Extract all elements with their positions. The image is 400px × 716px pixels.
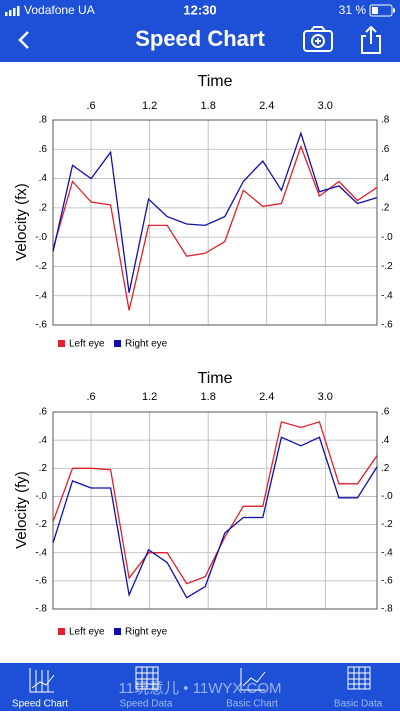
y-tick-label-right: -.4 [381,547,393,558]
legend-swatch [58,340,65,347]
y-tick-label: -.2 [35,519,47,530]
legend-swatch [114,628,121,635]
x-tick-label: 1.8 [201,391,216,403]
tab-label[interactable]: Basic Data [334,699,383,710]
tab-icon-speed-data[interactable] [135,666,159,690]
legend-label: Left eye [69,339,105,350]
x-tick-label: .6 [86,391,95,403]
plot-frame [52,119,378,326]
y-tick-label: .2 [39,463,48,474]
x-tick-label: 1.8 [201,100,216,112]
tab-icon-speed-chart[interactable] [29,668,55,693]
x-tick-label: .6 [86,100,95,112]
x-tick-label: 2.4 [259,100,274,112]
legend-swatch [114,340,121,347]
nav-title: Speed Chart [135,26,265,51]
y-tick-label: -.6 [35,320,47,331]
carrier: Vodafone UA [24,3,95,17]
y-tick-label: -.4 [35,547,47,558]
series-line [52,421,378,585]
y-tick-label: -.0 [35,232,47,243]
legend-swatch [58,628,65,635]
y-tick-label: .8 [39,115,48,126]
legend-label: Right eye [125,627,168,638]
y-tick-label-right: -.4 [381,290,393,301]
y-tick-label-right: .4 [381,173,390,184]
y-tick-label-right: -.8 [381,604,393,615]
y-tick-label-right: -.2 [381,519,393,530]
back-button[interactable] [18,31,29,49]
watermark: 11玩意儿 • 11WYX.COM [118,679,281,697]
x-tick-label: 1.2 [142,100,157,112]
tab-label[interactable]: Basic Chart [226,699,278,710]
y-tick-label: -.8 [35,604,47,615]
x-tick-label: 1.2 [142,391,157,403]
series-line [52,131,378,293]
y-tick-label: -.0 [35,491,47,502]
x-tick-label: 2.4 [259,391,274,403]
clock: 12:30 [183,2,216,17]
legend-label: Right eye [125,339,168,350]
y-axis-label: Velocity (fx) [13,183,30,261]
series-line [52,144,378,311]
signal-icon [5,6,20,16]
y-tick-label: .6 [39,144,48,155]
camera-button[interactable] [303,26,333,52]
y-tick-label-right: .8 [381,115,390,126]
tab-label[interactable]: Speed Chart [12,699,68,710]
series-line [52,436,378,599]
y-tick-label-right: .6 [381,144,390,155]
y-tick-label-right: -.0 [381,491,393,502]
y-tick-label: .4 [39,173,48,184]
y-axis-label: Velocity (fy) [13,471,30,549]
y-tick-label: .2 [39,202,48,213]
y-tick-label-right: -.0 [381,232,393,243]
tab-bar [0,663,400,711]
y-tick-label: -.4 [35,290,47,301]
tab-label[interactable]: Speed Data [120,699,173,710]
y-tick-label-right: .2 [381,202,390,213]
tab-icon-basic-chart[interactable] [240,668,266,691]
chart-title: Time [198,370,233,387]
y-tick-label: -.2 [35,261,47,272]
tab-icon-basic-data[interactable] [347,666,371,690]
battery-icon [369,4,395,17]
y-tick-label-right: .6 [381,407,390,418]
battery-level: 31 % [339,3,367,17]
y-tick-label: .6 [39,407,48,418]
x-tick-label: 3.0 [318,100,333,112]
share-button[interactable] [361,25,381,54]
y-tick-label-right: -.2 [381,261,393,272]
y-tick-label-right: -.6 [381,320,393,331]
y-tick-label-right: -.6 [381,575,393,586]
header-background [0,0,400,62]
y-tick-label: .4 [39,435,48,446]
y-tick-label-right: .2 [381,463,390,474]
legend-label: Left eye [69,627,105,638]
y-tick-label-right: .4 [381,435,390,446]
chart-title: Time [198,73,233,90]
plot-frame [52,411,378,610]
x-tick-label: 3.0 [318,391,333,403]
y-tick-label: -.6 [35,575,47,586]
